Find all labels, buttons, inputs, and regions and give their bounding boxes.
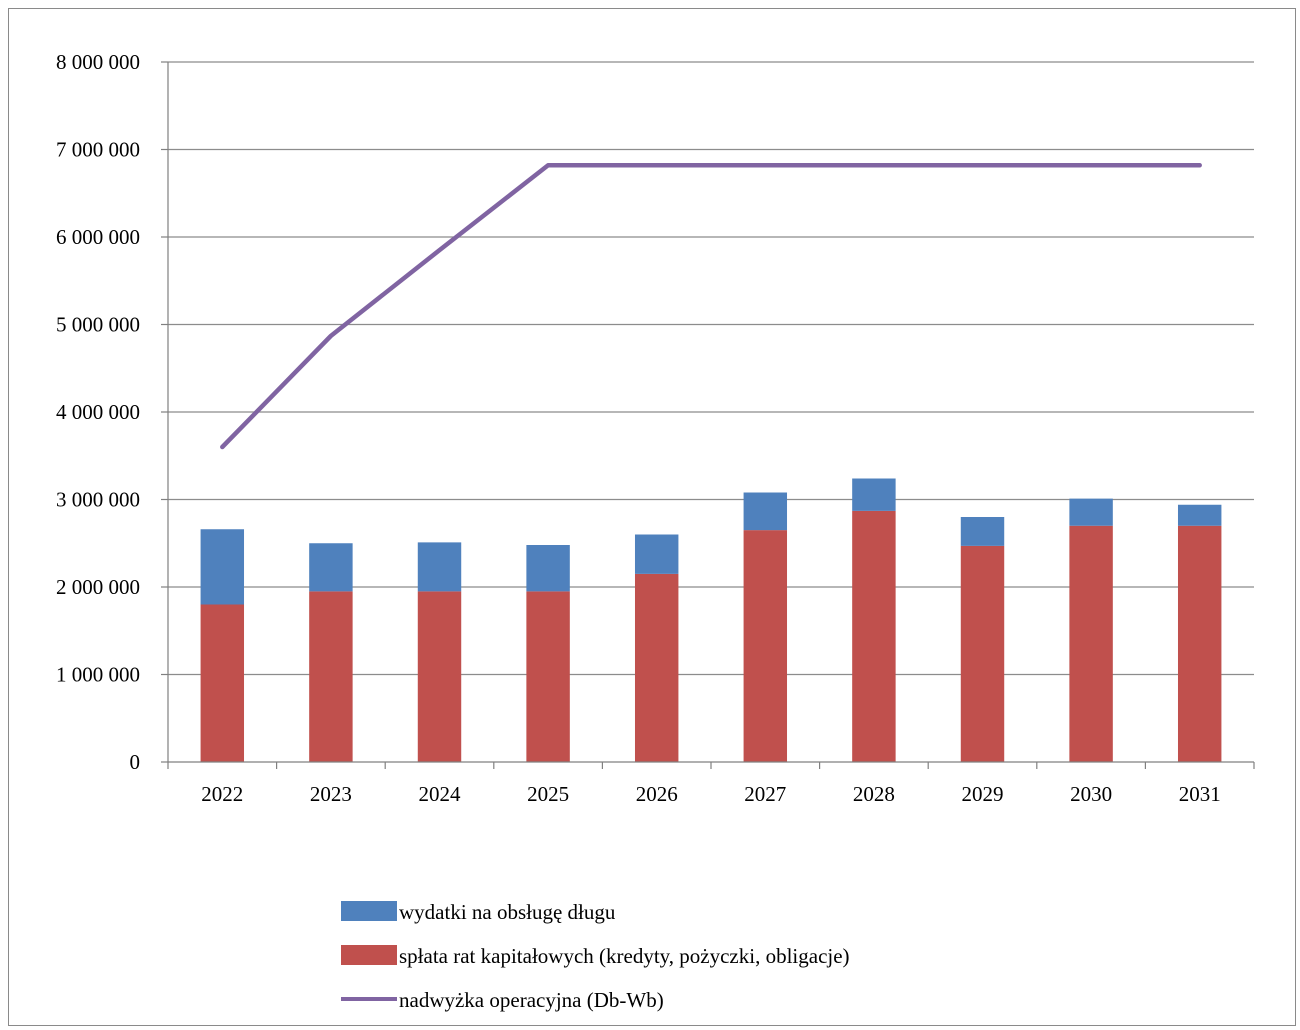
line-series (220, 163, 1202, 450)
bar-splata (526, 591, 570, 762)
bar-wydatki (417, 542, 462, 592)
x-tick-label: 2024 (419, 782, 462, 806)
bar-wydatki (1069, 498, 1113, 526)
x-tick-label: 2027 (744, 782, 786, 806)
y-tick-label: 3 000 000 (56, 488, 140, 512)
x-tick-label: 2023 (310, 782, 352, 806)
legend-label-splata: spłata rat kapitałowych (kredyty, pożycz… (399, 944, 850, 968)
legend-label-wydatki: wydatki na obsługę długu (399, 900, 616, 924)
bar-splata (852, 510, 896, 762)
y-tick-label: 8 000 000 (56, 50, 140, 74)
x-tick-labels: 2022 2023 2024 2025 2026 2027 2028 2029 2030 2031 (201, 782, 1220, 806)
legend-label-nadwyzka: nadwyżka operacyjna (Db-Wb) (399, 988, 664, 1012)
bar-splata (309, 591, 353, 762)
y-tick-label: 7 000 000 (56, 138, 140, 162)
bar-splata (1069, 525, 1113, 762)
bar-wydatki (960, 517, 1005, 546)
y-tick-label: 1 000 000 (56, 663, 140, 687)
bar-splata (1177, 525, 1222, 762)
y-tick-label: 4 000 000 (56, 400, 140, 424)
y-tick-label: 5 000 000 (56, 313, 140, 337)
legend: wydatki na obsługę długu spłata rat kapi… (341, 900, 850, 1012)
bar-wydatki (1177, 504, 1222, 526)
bar-wydatki (634, 534, 679, 574)
bar-splata (417, 591, 462, 762)
bar-splata (960, 545, 1005, 762)
axes (161, 61, 1255, 769)
x-tick-label: 2028 (853, 782, 895, 806)
bar-splata (634, 573, 679, 762)
legend-swatch-wydatki (341, 901, 397, 921)
bar-wydatki (200, 529, 245, 605)
legend-swatch-splata (341, 945, 397, 965)
bar-splata (200, 604, 245, 762)
bar-wydatki (852, 478, 896, 511)
line-nadwyzka (220, 163, 1202, 450)
bar-wydatki (743, 492, 788, 531)
x-tick-label: 2022 (201, 782, 243, 806)
x-tick-label: 2025 (527, 782, 569, 806)
bar-wydatki (309, 543, 353, 592)
x-tick-label: 2031 (1179, 782, 1221, 806)
y-tick-label: 2 000 000 (56, 575, 140, 599)
y-tick-label: 6 000 000 (56, 225, 140, 249)
bars (200, 478, 1222, 762)
x-tick-label: 2030 (1070, 782, 1112, 806)
x-tick-label: 2029 (962, 782, 1004, 806)
y-tick-labels: 0 1 000 000 2 000 000 3 000 000 4 000 000 5 0… (56, 50, 140, 774)
bar-wydatki (526, 545, 570, 592)
bar-splata (743, 530, 788, 762)
y-tick-label: 0 (130, 750, 141, 774)
x-tick-label: 2026 (636, 782, 678, 806)
